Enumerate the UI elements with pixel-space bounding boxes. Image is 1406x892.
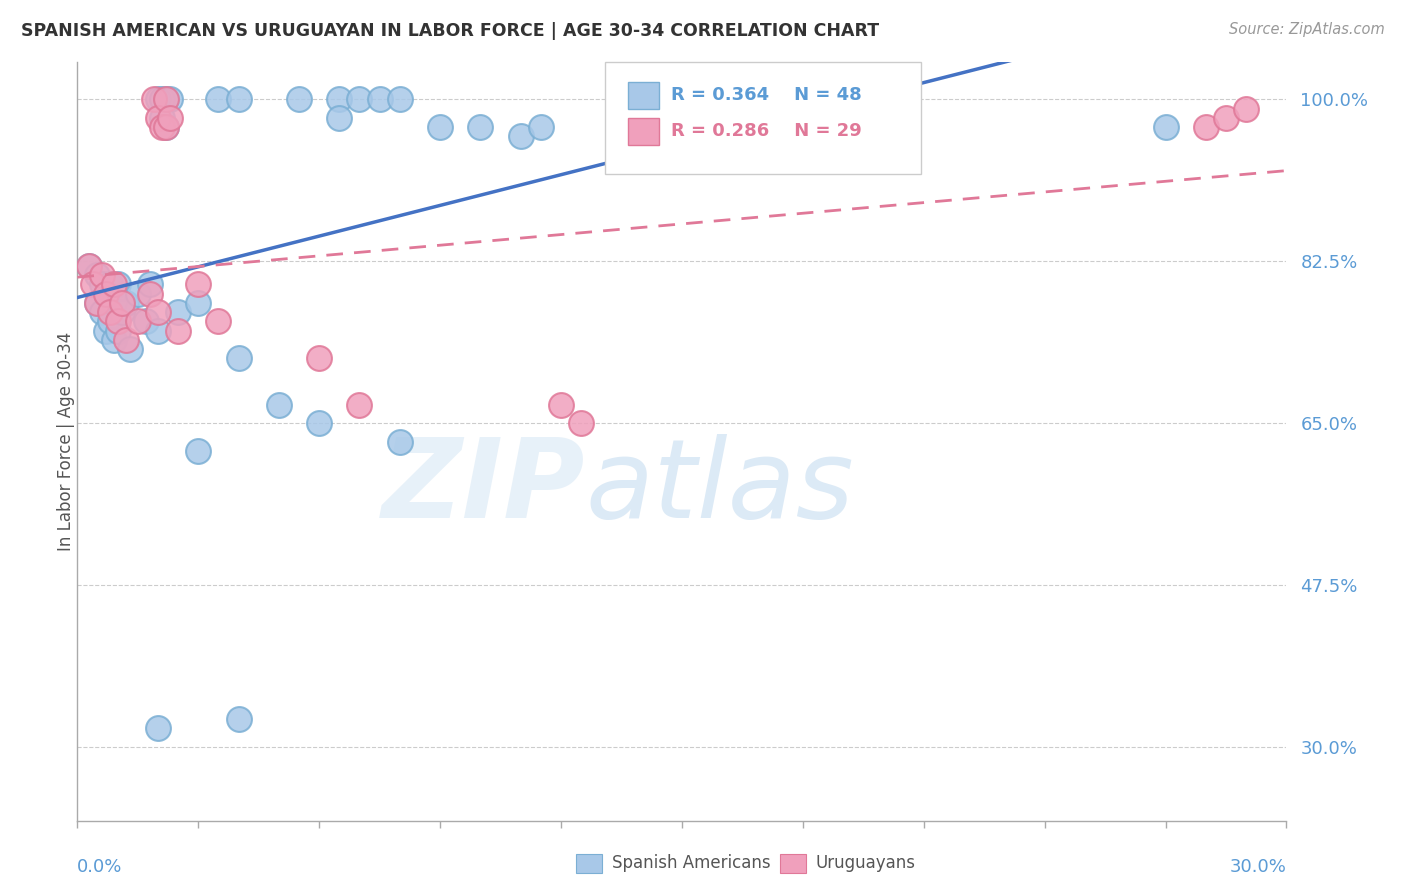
Point: [79, 259, 101, 273]
Point: [135, 314, 157, 328]
Point: [111, 305, 134, 319]
Point: [569, 416, 592, 430]
Point: [159, 92, 181, 106]
Text: Spanish Americans: Spanish Americans: [612, 855, 770, 872]
Point: [90, 305, 112, 319]
Point: [308, 416, 330, 430]
Point: [308, 351, 330, 366]
Text: SPANISH AMERICAN VS URUGUAYAN IN LABOR FORCE | AGE 30-34 CORRELATION CHART: SPANISH AMERICAN VS URUGUAYAN IN LABOR F…: [21, 22, 879, 40]
Point: [107, 314, 129, 328]
Point: [150, 92, 173, 106]
Point: [429, 120, 451, 135]
Point: [1215, 111, 1237, 125]
Point: [228, 92, 250, 106]
Point: [187, 296, 209, 310]
Point: [114, 296, 136, 310]
Point: [107, 324, 129, 338]
Point: [146, 111, 169, 125]
Point: [167, 305, 190, 319]
Text: atlas: atlas: [585, 434, 853, 541]
Text: R = 0.364    N = 48: R = 0.364 N = 48: [671, 87, 862, 104]
Point: [114, 333, 136, 347]
Point: [328, 111, 350, 125]
Point: [207, 314, 229, 328]
Point: [103, 277, 125, 292]
Point: [1234, 102, 1257, 116]
Point: [159, 111, 181, 125]
Text: 0.0%: 0.0%: [77, 857, 122, 876]
Point: [146, 305, 169, 319]
Text: 30.0%: 30.0%: [1230, 857, 1286, 876]
Point: [86, 296, 108, 310]
Point: [530, 120, 553, 135]
Point: [349, 92, 371, 106]
Point: [155, 120, 177, 135]
Point: [155, 92, 177, 106]
Point: [328, 92, 350, 106]
Text: Source: ZipAtlas.com: Source: ZipAtlas.com: [1229, 22, 1385, 37]
Point: [86, 268, 108, 282]
Point: [207, 92, 229, 106]
Point: [288, 92, 311, 106]
Point: [155, 120, 177, 135]
Point: [150, 120, 173, 135]
Point: [90, 268, 112, 282]
Point: [90, 277, 112, 292]
Point: [94, 286, 117, 301]
Point: [150, 111, 173, 125]
Point: [1195, 120, 1218, 135]
Point: [187, 443, 209, 458]
Point: [509, 129, 531, 144]
Point: [94, 324, 117, 338]
Point: [146, 324, 169, 338]
Y-axis label: In Labor Force | Age 30-34: In Labor Force | Age 30-34: [58, 332, 75, 551]
Text: Uruguayans: Uruguayans: [815, 855, 915, 872]
Point: [228, 351, 250, 366]
Point: [98, 314, 121, 328]
Text: ZIP: ZIP: [381, 434, 585, 541]
Point: [142, 92, 165, 106]
Point: [139, 286, 162, 301]
Point: [368, 92, 391, 106]
Point: [107, 277, 129, 292]
Point: [94, 286, 117, 301]
Point: [349, 398, 371, 412]
Point: [127, 286, 149, 301]
Point: [127, 314, 149, 328]
Point: [103, 333, 125, 347]
Point: [98, 305, 121, 319]
Point: [79, 259, 101, 273]
Point: [187, 277, 209, 292]
Point: [139, 277, 162, 292]
Point: [388, 92, 411, 106]
Point: [167, 324, 190, 338]
Point: [103, 296, 125, 310]
Point: [470, 120, 492, 135]
Text: R = 0.286    N = 29: R = 0.286 N = 29: [671, 122, 862, 140]
Point: [118, 342, 141, 356]
Point: [146, 92, 169, 106]
Point: [98, 277, 121, 292]
Point: [228, 712, 250, 726]
Point: [155, 92, 177, 106]
Point: [146, 721, 169, 735]
Point: [550, 398, 572, 412]
Point: [111, 296, 134, 310]
Point: [388, 434, 411, 449]
Point: [86, 296, 108, 310]
Point: [1154, 120, 1177, 135]
Point: [267, 398, 290, 412]
Point: [82, 277, 104, 292]
